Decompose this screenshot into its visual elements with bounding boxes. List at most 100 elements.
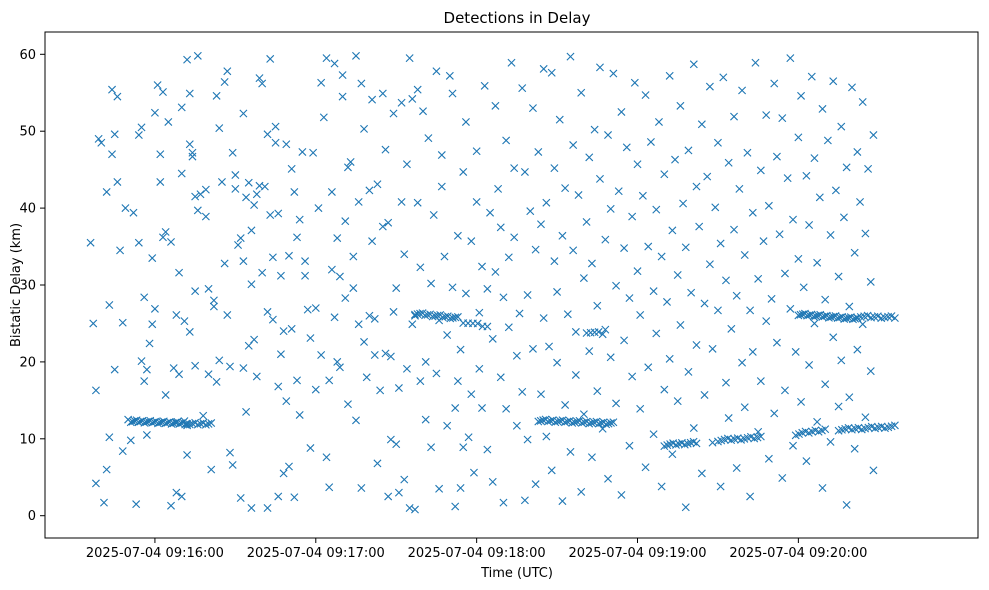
- detection-point: [724, 158, 733, 167]
- detection-point: [587, 453, 596, 462]
- detection-point: [362, 373, 371, 382]
- detection-point: [537, 220, 545, 229]
- detection-point: [108, 85, 117, 94]
- detection-point: [630, 78, 639, 87]
- detection-point: [641, 463, 650, 472]
- detection-point: [346, 157, 355, 166]
- detection-point: [389, 109, 398, 118]
- detection-point: [373, 459, 382, 468]
- detection-point: [314, 204, 323, 213]
- detection-point: [553, 417, 562, 426]
- detection-point: [767, 294, 776, 303]
- detection-point: [587, 259, 596, 268]
- detection-point: [814, 311, 823, 320]
- detection-point: [628, 372, 637, 381]
- detection-point: [325, 376, 334, 385]
- detection-point: [167, 237, 175, 246]
- detection-point: [569, 246, 578, 255]
- detection-point: [105, 301, 114, 309]
- detection-point: [156, 150, 165, 159]
- detection-point: [679, 199, 688, 208]
- detection-point: [502, 136, 511, 145]
- detection-point: [528, 104, 537, 113]
- detection-point: [665, 71, 674, 80]
- detection-point: [116, 246, 125, 255]
- detection-point: [802, 457, 811, 466]
- detection-point: [837, 122, 846, 131]
- detection-point: [654, 117, 663, 126]
- detection-point: [250, 335, 259, 344]
- detection-point: [813, 417, 822, 426]
- detection-point: [140, 377, 149, 386]
- detection-point: [423, 310, 432, 319]
- detection-point: [789, 215, 797, 224]
- detection-point: [145, 339, 154, 348]
- detection-point: [188, 148, 197, 157]
- detection-point: [293, 233, 302, 242]
- detection-point: [861, 413, 870, 422]
- detection-point: [594, 327, 603, 336]
- detection-point: [341, 294, 350, 303]
- detection-point: [520, 167, 529, 176]
- detection-point: [102, 187, 111, 196]
- detection-point: [869, 466, 878, 475]
- detection-point: [368, 237, 377, 246]
- detection-point: [789, 441, 797, 450]
- detection-point: [389, 307, 398, 316]
- detection-point: [459, 167, 468, 176]
- detection-point: [341, 217, 350, 226]
- detection-point: [201, 420, 210, 429]
- detection-point: [805, 360, 814, 369]
- detection-point: [242, 407, 251, 416]
- detection-point: [322, 54, 331, 63]
- detection-point: [298, 147, 307, 156]
- detection-point: [507, 58, 516, 67]
- detection-point: [762, 317, 771, 326]
- detection-point: [580, 418, 589, 427]
- detection-point: [568, 418, 577, 427]
- detection-point: [368, 95, 377, 104]
- detection-point: [542, 432, 551, 441]
- detection-point: [424, 134, 433, 143]
- detection-point: [716, 482, 725, 491]
- detection-point: [582, 217, 591, 226]
- detection-point: [360, 337, 369, 346]
- detection-point: [848, 83, 856, 92]
- detection-point: [247, 226, 256, 235]
- detection-point: [687, 288, 696, 297]
- detection-point: [185, 327, 194, 336]
- detection-point: [633, 267, 642, 276]
- detection-point: [319, 113, 328, 122]
- detection-point: [167, 501, 175, 510]
- detection-point: [772, 152, 781, 161]
- detection-point: [730, 112, 739, 121]
- detection-point: [612, 281, 621, 290]
- detection-point: [751, 58, 760, 67]
- detection-point: [625, 441, 634, 450]
- detection-point: [807, 72, 816, 81]
- detection-point: [689, 424, 698, 433]
- detection-point: [612, 399, 621, 408]
- detection-point: [469, 468, 478, 477]
- detection-point: [566, 447, 575, 456]
- detection-point: [405, 54, 414, 63]
- detection-point: [660, 170, 669, 179]
- detection-point: [528, 344, 537, 353]
- detection-point: [657, 482, 666, 491]
- detection-point: [456, 345, 465, 354]
- detection-point: [680, 440, 689, 449]
- detection-point: [491, 267, 500, 276]
- detection-point: [890, 314, 899, 323]
- detection-point: [397, 98, 406, 107]
- detection-point: [853, 147, 862, 156]
- detection-point: [416, 309, 425, 318]
- detection-point: [156, 177, 165, 186]
- detection-point: [352, 51, 360, 60]
- detection-point: [853, 345, 862, 354]
- detection-point: [357, 484, 366, 493]
- detection-point: [496, 373, 505, 382]
- detection-point: [537, 390, 545, 399]
- detection-point: [392, 440, 401, 449]
- detection-point: [738, 358, 747, 367]
